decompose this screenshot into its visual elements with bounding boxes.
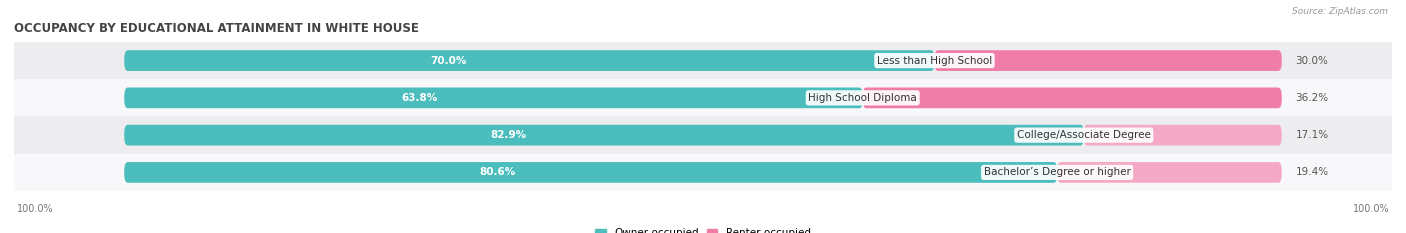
Text: College/Associate Degree: College/Associate Degree [1017,130,1150,140]
Text: 36.2%: 36.2% [1295,93,1329,103]
Text: 80.6%: 80.6% [479,168,516,177]
FancyBboxPatch shape [935,50,1282,71]
Text: Source: ZipAtlas.com: Source: ZipAtlas.com [1292,7,1388,16]
FancyBboxPatch shape [124,88,863,108]
FancyBboxPatch shape [863,88,1282,108]
FancyBboxPatch shape [14,79,1392,116]
Text: 100.0%: 100.0% [1353,204,1389,214]
Text: 63.8%: 63.8% [402,93,437,103]
FancyBboxPatch shape [124,50,935,71]
FancyBboxPatch shape [124,162,1057,183]
Text: 30.0%: 30.0% [1295,56,1329,65]
Text: 17.1%: 17.1% [1295,130,1329,140]
FancyBboxPatch shape [1084,125,1282,145]
FancyBboxPatch shape [1057,162,1282,183]
Legend: Owner-occupied, Renter-occupied: Owner-occupied, Renter-occupied [591,224,815,233]
FancyBboxPatch shape [124,125,1084,145]
Text: High School Diploma: High School Diploma [808,93,917,103]
FancyBboxPatch shape [14,42,1392,79]
Text: Less than High School: Less than High School [877,56,993,65]
Text: 70.0%: 70.0% [430,56,467,65]
Text: 100.0%: 100.0% [17,204,53,214]
Text: 82.9%: 82.9% [491,130,526,140]
FancyBboxPatch shape [14,154,1392,191]
Text: Bachelor’s Degree or higher: Bachelor’s Degree or higher [984,168,1130,177]
Text: 19.4%: 19.4% [1295,168,1329,177]
FancyBboxPatch shape [14,116,1392,154]
Text: OCCUPANCY BY EDUCATIONAL ATTAINMENT IN WHITE HOUSE: OCCUPANCY BY EDUCATIONAL ATTAINMENT IN W… [14,22,419,35]
